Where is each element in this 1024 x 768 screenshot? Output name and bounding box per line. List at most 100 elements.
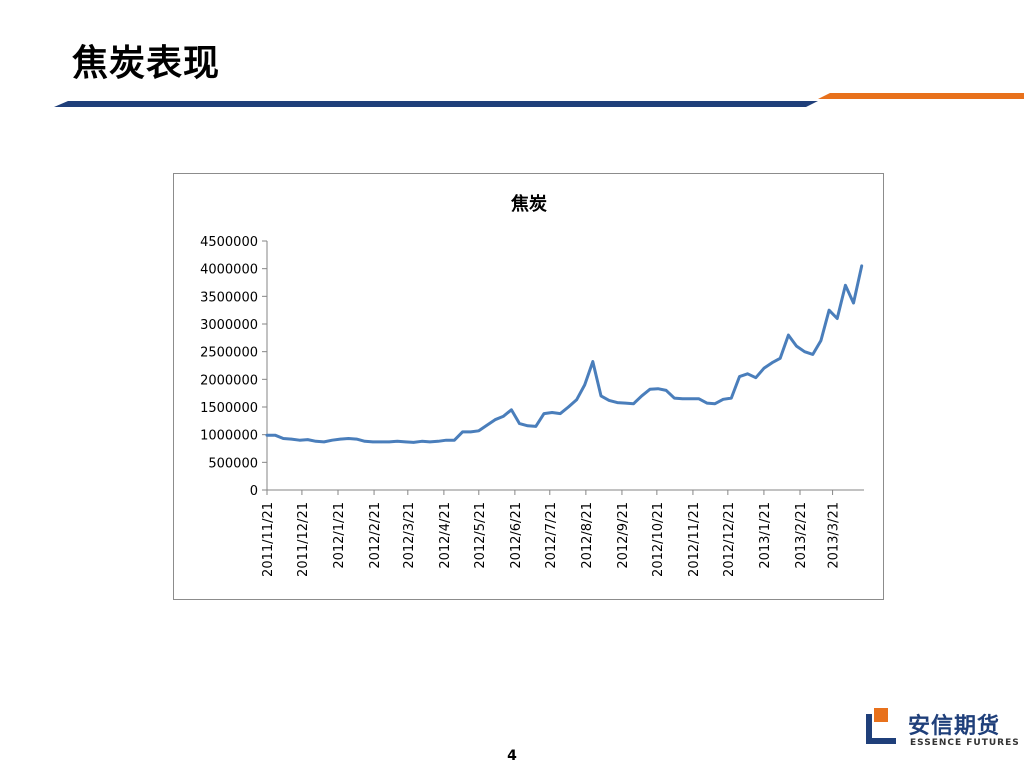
data-point [770,361,774,364]
data-point [282,437,285,440]
data-point [461,430,464,434]
y-tick-label: 2000000 [200,373,258,388]
data-point [681,397,684,400]
data-point [290,437,293,441]
data-point [697,397,700,400]
y-tick-label: 1000000 [200,429,258,444]
data-point [713,402,717,405]
data-point [273,434,277,437]
data-point [836,317,839,320]
x-tick-label: 2012/7/21 [544,502,559,569]
data-point [819,339,823,342]
data-point [583,383,586,387]
data-point [396,440,399,443]
y-tick-label: 4000000 [200,263,258,278]
data-point [322,440,326,444]
data-point [412,441,415,444]
data-point [404,440,407,444]
x-tick-label: 2012/11/21 [687,502,702,577]
x-tick-label: 2012/2/21 [368,502,383,569]
data-point [420,440,423,443]
data-point [502,415,505,418]
data-point [803,350,806,353]
data-point [542,412,546,415]
data-point [599,394,603,398]
data-point [428,440,432,444]
x-tick-label: 2012/3/21 [402,502,417,569]
data-point [730,396,733,400]
data-point [640,394,643,398]
y-axis: 0 500000 1000000 1500000 2000000 2500000 30000… [200,235,268,499]
data-point [665,389,668,392]
logo-name-cn: 安信期货 [908,714,1001,739]
data-point [477,429,480,432]
data-point [436,440,440,443]
data-point [746,372,749,375]
series-line [265,264,864,444]
data-point [591,360,594,363]
data-point [754,376,757,379]
data-point [550,411,554,414]
logo-name-en: ESSENCE FUTURES [910,738,1020,748]
x-tick-label: 2013/1/21 [758,502,773,569]
data-point [445,439,448,442]
data-point [339,437,342,441]
data-point [705,401,709,405]
y-tick-label: 4500000 [200,235,258,250]
x-tick-label: 2012/6/21 [509,502,524,569]
header-divider [54,93,1024,107]
data-point [624,401,627,405]
data-point [379,440,383,444]
data-point [331,439,334,442]
page-number: 4 [507,748,517,764]
data-point [510,408,513,411]
data-point [787,333,790,337]
data-point [656,387,660,390]
data-point [306,438,309,441]
x-tick-label: 2012/8/21 [580,502,595,569]
x-tick-label: 2012/9/21 [616,502,631,569]
company-logo: 安信期货 ESSENCE FUTURES [866,706,1019,756]
x-tick-label: 2013/3/21 [827,502,842,569]
data-point [844,284,847,287]
x-tick-label: 2011/12/21 [296,502,311,577]
data-point [795,344,798,348]
chart-title: 焦炭 [510,193,547,215]
logo-mark-icon [866,708,896,744]
slide-title: 焦炭表现 [72,43,221,84]
data-point [298,439,301,442]
header-bar-navy [54,101,818,107]
data-point [616,401,619,404]
y-tick-label: 2500000 [200,346,258,361]
x-tick-label: 2012/5/21 [473,502,488,569]
data-point [347,437,350,440]
data-point [827,309,831,312]
y-tick-label: 3000000 [200,318,258,333]
data-point [314,440,318,443]
data-point [762,367,766,370]
y-tick-label: 1500000 [200,401,258,416]
data-point [265,434,269,437]
data-point [371,440,375,444]
y-tick-label: 3500000 [200,290,258,305]
data-point [363,440,366,443]
data-point [607,399,611,402]
data-point [469,430,472,434]
x-tick-label: 2012/10/21 [651,502,666,577]
data-point [632,402,635,405]
y-tick-label: 500000 [208,456,258,471]
data-point [493,418,497,421]
data-point [648,388,652,391]
data-point [689,397,692,400]
x-tick-label: 2012/12/21 [722,502,737,577]
data-point [860,264,863,268]
data-point [559,412,562,415]
data-point [779,357,782,360]
data-point [518,422,521,425]
x-tick-label: 2011/11/21 [261,502,276,577]
data-point [534,425,537,428]
data-point [811,353,814,356]
data-point [526,424,529,427]
chart-frame: 焦炭 0 500000 1000000 1500000 2000000 2500000 30… [173,173,884,600]
